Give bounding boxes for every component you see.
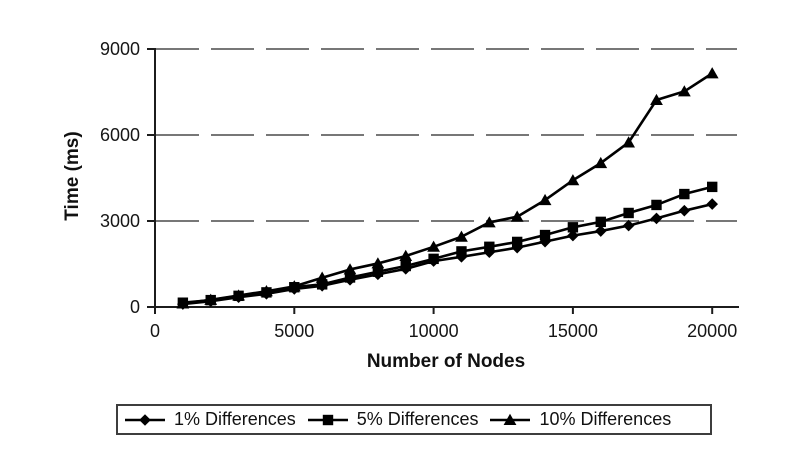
data-point-square-5pct-differences (400, 260, 411, 272)
data-point-triangle-10pct-differences (482, 216, 496, 228)
data-point-triangle-10pct-differences (594, 156, 608, 169)
data-point-diamond-1pct-differences (706, 198, 718, 210)
data-point-square-5pct-differences (679, 188, 690, 200)
x-tick-label: 10000 (408, 321, 459, 341)
data-point-square-5pct-differences (707, 181, 718, 193)
y-tick-label: 0 (129, 297, 140, 317)
legend-marker-diamond-icon (125, 413, 165, 426)
data-point-square-5pct-differences (289, 282, 300, 293)
legend-marker-glyph (322, 414, 333, 425)
data-point-square-5pct-differences (205, 294, 216, 306)
data-point-square-5pct-differences (623, 207, 634, 219)
data-point-diamond-1pct-differences (650, 212, 663, 225)
data-point-triangle-10pct-differences (510, 210, 524, 222)
data-point-square-5pct-differences (428, 253, 439, 265)
data-point-triangle-10pct-differences (538, 193, 552, 206)
x-tick-label: 5000 (274, 321, 315, 341)
data-point-triangle-10pct-differences (399, 249, 413, 261)
y-tick-label: 3000 (99, 211, 140, 231)
data-point-triangle-10pct-differences (677, 85, 691, 97)
data-point-square-5pct-differences (316, 279, 328, 290)
series-line-10pct-differences (182, 72, 713, 305)
x-tick-label: 15000 (547, 321, 598, 341)
data-point-square-5pct-differences (261, 287, 272, 298)
data-point-triangle-10pct-differences (427, 240, 440, 252)
x-tick-label: 20000 (687, 321, 738, 341)
y-tick-label: 6000 (99, 125, 140, 145)
data-point-triangle-10pct-differences (343, 263, 357, 275)
legend-label: 5% Differences (356, 409, 479, 429)
data-point-triangle-10pct-differences (455, 230, 468, 242)
data-point-square-5pct-differences (372, 266, 384, 277)
legend-item-5pct-differences: 5% Differences (307, 409, 479, 430)
series-line-5pct-differences (182, 185, 713, 304)
data-point-square-5pct-differences (511, 236, 523, 248)
data-point-triangle-10pct-differences (705, 67, 719, 79)
legend-label: 1% Differences (174, 409, 296, 429)
legend-marker-glyph (504, 413, 517, 425)
data-point-square-5pct-differences (456, 246, 467, 257)
y-tick-label: 9000 (99, 39, 140, 59)
data-point-square-5pct-differences (344, 272, 356, 283)
data-point-diamond-1pct-differences (483, 246, 496, 259)
legend-marker-square-icon (307, 414, 348, 425)
data-point-triangle-10pct-differences (622, 136, 636, 148)
data-point-diamond-1pct-differences (622, 219, 635, 232)
x-axis-title: Number of Nodes (366, 351, 526, 372)
x-tick-label: 0 (149, 321, 160, 341)
data-point-square-5pct-differences (484, 241, 495, 252)
legend: 1% Differences 5% Differences 10% Differen… (116, 404, 712, 435)
data-point-diamond-1pct-differences (455, 251, 468, 263)
data-point-triangle-10pct-differences (371, 257, 385, 269)
legend-item-1pct-differences: 1% Differences (125, 409, 296, 430)
legend-label: 10% Differences (539, 409, 672, 429)
legend-item-10pct-differences: 10% Differences (490, 409, 671, 430)
data-point-square-5pct-differences (567, 222, 579, 233)
data-point-triangle-10pct-differences (650, 93, 663, 106)
data-point-square-5pct-differences (595, 216, 606, 228)
legend-marker-triangle-icon (490, 413, 531, 425)
data-point-diamond-1pct-differences (567, 229, 579, 242)
data-point-square-5pct-differences (177, 297, 189, 308)
y-axis-title: Time (ms) (62, 131, 83, 221)
data-point-diamond-1pct-differences (594, 225, 607, 237)
data-point-square-5pct-differences (651, 199, 662, 211)
legend-marker-glyph (139, 413, 151, 426)
data-point-square-5pct-differences (233, 290, 244, 302)
data-point-square-5pct-differences (539, 229, 551, 241)
data-point-diamond-1pct-differences (678, 204, 691, 217)
data-point-triangle-10pct-differences (566, 174, 580, 186)
